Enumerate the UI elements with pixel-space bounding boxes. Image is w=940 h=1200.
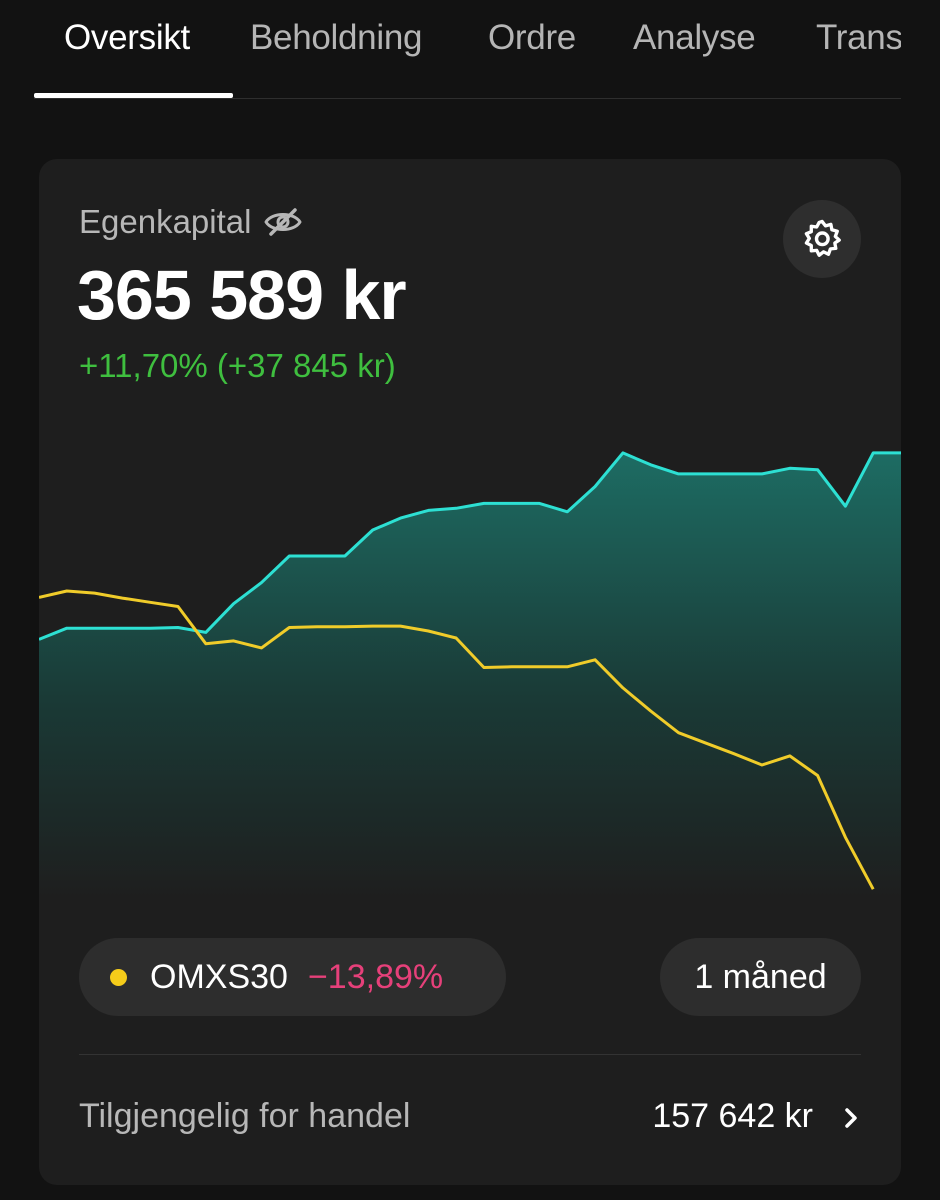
- active-tab-indicator: [34, 93, 233, 98]
- equity-card: Egenkapital 365 589 kr +11,70% (+37 845 …: [39, 159, 901, 1185]
- tab-beholdning[interactable]: Beholdning: [250, 18, 423, 57]
- equity-label: Egenkapital: [79, 203, 252, 240]
- benchmark-selector[interactable]: OMXS30 −13,89%: [79, 938, 506, 1016]
- benchmark-change: −13,89%: [307, 957, 444, 996]
- benchmark-dot: [110, 968, 127, 986]
- available-value: 157 642 kr: [652, 1097, 813, 1135]
- gear-icon: [804, 219, 841, 257]
- available-label: Tilgjengelig for handel: [79, 1097, 411, 1135]
- portfolio-line: [39, 451, 901, 641]
- tab-oversikt[interactable]: Oversikt: [64, 18, 190, 57]
- index-line: [39, 589, 875, 890]
- equity-label-row: Egenkapital: [79, 203, 303, 241]
- chevron-right-icon: [845, 1108, 857, 1128]
- tab-bar: Oversikt Beholdning Ordre Analyse Trans: [34, 0, 901, 99]
- portfolio-area: [39, 452, 901, 899]
- period-selector[interactable]: 1 måned: [660, 938, 861, 1016]
- equity-chart: [39, 451, 901, 899]
- period-label: 1 måned: [694, 957, 827, 996]
- equity-change: +11,70% (+37 845 kr): [79, 347, 396, 384]
- benchmark-name: OMXS30: [150, 957, 288, 996]
- equity-value: 365 589 kr: [77, 256, 407, 334]
- tab-transaksjoner[interactable]: Trans: [816, 18, 901, 57]
- settings-button[interactable]: [783, 200, 861, 278]
- divider: [79, 1054, 861, 1055]
- available-for-trading-row[interactable]: Tilgjengelig for handel 157 642 kr: [79, 1089, 861, 1149]
- tab-analyse[interactable]: Analyse: [633, 18, 756, 57]
- tab-ordre[interactable]: Ordre: [488, 18, 576, 57]
- eye-off-icon[interactable]: [263, 206, 303, 238]
